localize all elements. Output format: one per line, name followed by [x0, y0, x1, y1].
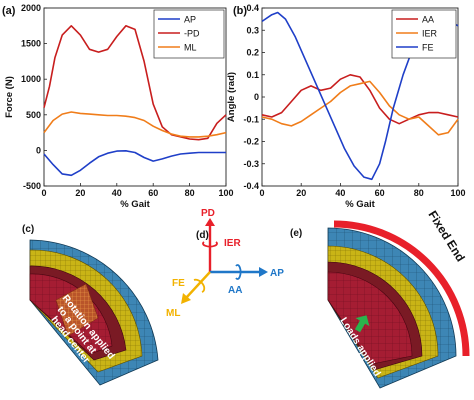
y-tick-label: 0.1 — [246, 70, 259, 80]
series-line — [261, 74, 459, 125]
panel-d-axes: (d) PD IER AP AA FE ML — [166, 208, 284, 319]
panel-c-model: (c) Rotation applied to a point at head … — [22, 224, 159, 386]
fe-rotation-icon — [193, 278, 206, 293]
angle-chart: 0 20 40 60 80 100 -0.4 -0.3 -0.2 -0.1 0 0.1 0.2 0.3 0.… — [226, 3, 466, 210]
x-tick-label: 80 — [414, 188, 424, 198]
x-tick-label: 80 — [185, 188, 195, 198]
y-tick-label: 0.4 — [246, 3, 259, 13]
aa-rotation-icon — [235, 264, 242, 280]
fixed-end-label: Fixed End — [425, 208, 467, 264]
x-tick-label: 100 — [450, 188, 465, 198]
aa-label: AA — [228, 285, 242, 296]
y-tick-label: -0.4 — [243, 181, 259, 191]
series-line — [43, 111, 227, 138]
panel-label-e: (e) — [290, 228, 302, 239]
pd-arrowhead — [205, 218, 215, 226]
panel-label-c: (c) — [22, 224, 34, 235]
y-tick-label: -0.2 — [243, 137, 259, 147]
y-tick-label: 0.2 — [246, 48, 259, 58]
series-line — [43, 150, 226, 177]
x-tick-label: 40 — [112, 188, 122, 198]
x-tick-label: 0 — [259, 188, 264, 198]
y-axis-title: Angle (rad) — [226, 72, 237, 122]
panel-label-a: (a) — [2, 5, 16, 17]
loading-point-mesh — [55, 283, 99, 337]
x-axis-title: % Gait — [345, 199, 375, 210]
legend-label: -PD — [184, 29, 200, 39]
legend-label: AA — [422, 15, 434, 25]
x-tick-label: 0 — [41, 188, 46, 198]
fe-label: FE — [172, 278, 185, 289]
y-tick-label: 0.3 — [246, 25, 259, 35]
legend-box — [391, 9, 457, 59]
y-tick-label: -0.3 — [243, 159, 259, 169]
x-tick-label: 60 — [148, 188, 158, 198]
ap-label: AP — [270, 268, 284, 279]
x-tick-label: 20 — [75, 188, 85, 198]
series-line — [261, 80, 459, 136]
series-line — [43, 24, 227, 141]
ml-axis-arrow — [185, 271, 211, 299]
x-axis-title: % Gait — [120, 199, 150, 210]
femoral-head-mesh — [327, 271, 413, 365]
y-tick-label: 1500 — [21, 39, 41, 49]
x-tick-label: 60 — [375, 188, 385, 198]
y-tick-label: -500 — [23, 181, 41, 191]
panel-label-d: (d) — [196, 230, 209, 241]
y-axis-title: Force (N) — [4, 76, 15, 118]
legend-box — [153, 9, 225, 59]
pd-label: PD — [201, 208, 215, 219]
panel-label-b: (b) — [233, 5, 247, 17]
ier-label: IER — [224, 238, 241, 249]
x-tick-label: 20 — [296, 188, 306, 198]
y-tick-label: -0.1 — [243, 114, 259, 124]
ap-arrowhead — [259, 267, 268, 277]
fixed-end-band — [333, 220, 470, 357]
legend-label: FE — [422, 43, 434, 53]
y-tick-label: 0 — [36, 145, 41, 155]
x-tick-label: 40 — [335, 188, 345, 198]
y-tick-label: 1000 — [21, 74, 41, 84]
ier-rotation-icon — [202, 241, 218, 248]
y-tick-label: 500 — [26, 110, 41, 120]
ml-label: ML — [166, 308, 180, 319]
panel-e-model: (e) Fixed End Loads applied to the botto… — [290, 208, 470, 389]
y-tick-label: 2000 — [21, 3, 41, 13]
ml-arrowhead — [181, 293, 191, 304]
legend-label: AP — [184, 15, 196, 25]
x-tick-label: 100 — [218, 188, 233, 198]
y-tick-label: 0 — [254, 92, 259, 102]
legend-label: IER — [422, 29, 438, 39]
load-arrow-icon — [354, 315, 370, 333]
legend-label: ML — [184, 43, 197, 53]
